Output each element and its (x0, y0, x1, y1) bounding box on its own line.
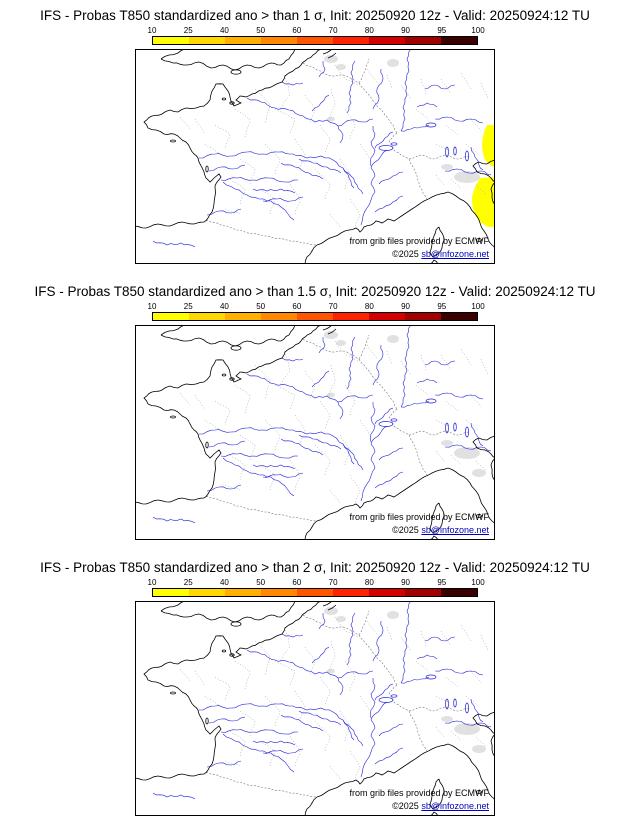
colorbar-segment (369, 313, 405, 320)
colorbar-tick-label: 80 (364, 578, 374, 587)
map-container: from grib files provided by ECMWF ©2025 … (135, 325, 495, 540)
colorbar-segment (297, 313, 333, 320)
colorbar-tick-label: 95 (437, 26, 447, 35)
colorbar: 10 25 40 50 60 70 80 90 95 100 (148, 26, 485, 45)
colorbar-segment (153, 589, 189, 596)
map-container: from grib files provided by ECMWF ©2025 … (135, 49, 495, 264)
colorbar-segment (261, 313, 297, 320)
panel-sigma-1-5: IFS - Probas T850 standardized ano > tha… (0, 276, 630, 552)
colorbar-tick-label: 50 (256, 26, 266, 35)
colorbar-bar (152, 588, 478, 597)
colorbar-segment (189, 589, 225, 596)
credit-copyright: ©2025 sb@infozone.net (392, 525, 489, 536)
copyright-link[interactable]: sb@infozone.net (421, 525, 489, 535)
map-svg (135, 601, 495, 816)
colorbar-tick-label: 90 (401, 578, 410, 587)
credit-copyright: ©2025 sb@infozone.net (392, 801, 489, 812)
colorbar-tick-label: 10 (147, 302, 157, 311)
colorbar-ticks: 10 25 40 50 60 70 80 90 95 100 (148, 302, 485, 312)
colorbar-tick-label: 50 (256, 578, 266, 587)
copyright-text: ©2025 (392, 249, 422, 259)
colorbar-segment (297, 589, 333, 596)
colorbar-segment (441, 313, 477, 320)
colorbar-segment (189, 313, 225, 320)
copyright-text: ©2025 (392, 801, 422, 811)
panel-title: IFS - Probas T850 standardized ano > tha… (40, 8, 590, 23)
colorbar-segment (261, 589, 297, 596)
colorbar-tick-label: 70 (328, 26, 338, 35)
colorbar-segment (405, 313, 441, 320)
colorbar-tick-label: 95 (437, 578, 447, 587)
colorbar-segment (153, 313, 189, 320)
colorbar-tick-label: 70 (328, 302, 338, 311)
colorbar-segment (333, 313, 369, 320)
colorbar-tick-label: 25 (183, 302, 193, 311)
credit-ecmwf: from grib files provided by ECMWF (349, 788, 489, 798)
colorbar-segment (405, 37, 441, 44)
credit-copyright: ©2025 sb@infozone.net (392, 249, 489, 260)
colorbar-segment (225, 37, 261, 44)
colorbar-tick-label: 80 (364, 26, 374, 35)
panel-title: IFS - Probas T850 standardized ano > tha… (34, 284, 596, 299)
colorbar-tick-label: 80 (364, 302, 374, 311)
colorbar-tick-label: 100 (471, 578, 485, 587)
colorbar-tick-label: 70 (328, 578, 338, 587)
map-svg (135, 325, 495, 540)
colorbar-tick-label: 10 (147, 26, 157, 35)
colorbar-segment (297, 37, 333, 44)
colorbar-tick-label: 40 (219, 578, 229, 587)
colorbar-tick-label: 50 (256, 302, 266, 311)
colorbar-tick-label: 100 (471, 26, 485, 35)
copyright-text: ©2025 (392, 525, 422, 535)
colorbar: 10 25 40 50 60 70 80 90 95 100 (148, 302, 485, 321)
colorbar-segment (225, 313, 261, 320)
colorbar-segment (333, 589, 369, 596)
credit-ecmwf: from grib files provided by ECMWF (349, 236, 489, 246)
colorbar-segment (225, 589, 261, 596)
colorbar-ticks: 10 25 40 50 60 70 80 90 95 100 (148, 26, 485, 36)
colorbar-tick-label: 10 (147, 578, 157, 587)
colorbar-tick-label: 100 (471, 302, 485, 311)
colorbar-tick-label: 60 (292, 26, 302, 35)
colorbar-segment (333, 37, 369, 44)
colorbar-tick-label: 40 (219, 26, 229, 35)
colorbar-segment (441, 589, 477, 596)
colorbar-segment (369, 589, 405, 596)
copyright-link[interactable]: sb@infozone.net (421, 249, 489, 259)
colorbar-tick-label: 95 (437, 302, 447, 311)
map-svg (135, 49, 495, 264)
colorbar-tick-label: 25 (183, 26, 193, 35)
colorbar-tick-label: 90 (401, 26, 410, 35)
panel-title: IFS - Probas T850 standardized ano > tha… (40, 560, 590, 575)
colorbar-tick-label: 90 (401, 302, 410, 311)
colorbar-segment (405, 589, 441, 596)
colorbar-ticks: 10 25 40 50 60 70 80 90 95 100 (148, 578, 485, 588)
colorbar-segment (369, 37, 405, 44)
credit-ecmwf: from grib files provided by ECMWF (349, 512, 489, 522)
panel-sigma-1: IFS - Probas T850 standardized ano > tha… (0, 0, 630, 276)
panel-sigma-2: IFS - Probas T850 standardized ano > tha… (0, 552, 630, 828)
colorbar-segment (261, 37, 297, 44)
colorbar-tick-label: 25 (183, 578, 193, 587)
colorbar-tick-label: 60 (292, 578, 302, 587)
colorbar-bar (152, 312, 478, 321)
colorbar-segment (153, 37, 189, 44)
colorbar-segment (441, 37, 477, 44)
colorbar-tick-label: 40 (219, 302, 229, 311)
map-container: from grib files provided by ECMWF ©2025 … (135, 601, 495, 816)
copyright-link[interactable]: sb@infozone.net (421, 801, 489, 811)
colorbar: 10 25 40 50 60 70 80 90 95 100 (148, 578, 485, 597)
colorbar-tick-label: 60 (292, 302, 302, 311)
colorbar-segment (189, 37, 225, 44)
colorbar-bar (152, 36, 478, 45)
